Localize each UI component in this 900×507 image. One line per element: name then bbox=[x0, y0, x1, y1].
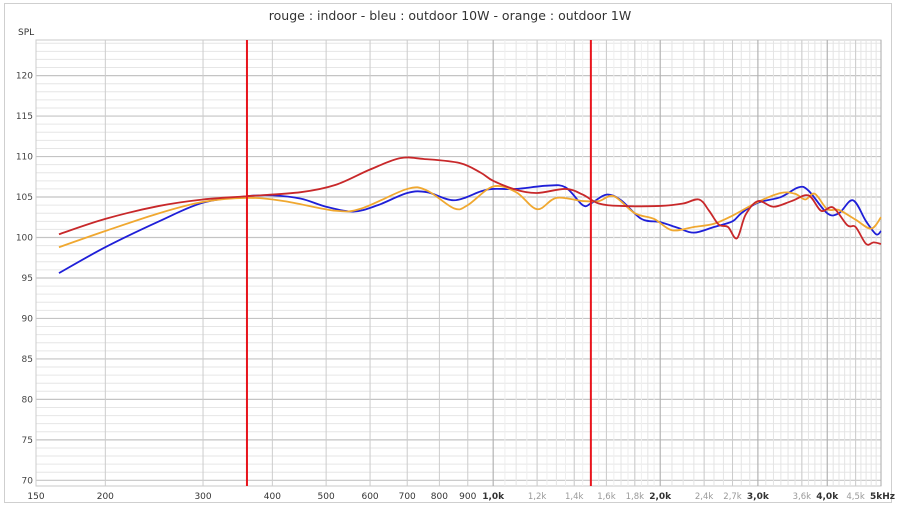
y-axis-label: SPL bbox=[18, 28, 35, 38]
x-tick-label: 800 bbox=[431, 492, 448, 502]
y-tick-label: 100 bbox=[16, 234, 33, 244]
x-tick-label: 2,7k bbox=[723, 492, 742, 502]
x-tick-label: 400 bbox=[264, 492, 281, 502]
x-tick-label: 200 bbox=[97, 492, 114, 502]
x-tick-label: 500 bbox=[318, 492, 335, 502]
x-tick-label: 2,4k bbox=[695, 492, 714, 502]
x-tick-label: 1,6k bbox=[597, 492, 616, 502]
y-tick-label: 90 bbox=[22, 314, 34, 324]
x-tick-label: 600 bbox=[361, 492, 378, 502]
y-tick-label: 95 bbox=[22, 274, 33, 284]
x-tick-label: 4,0k bbox=[816, 492, 839, 502]
x-tick-label: 300 bbox=[194, 492, 211, 502]
y-tick-label: 120 bbox=[16, 72, 33, 82]
x-tick-label: 4,5k bbox=[846, 492, 865, 502]
series-line-2 bbox=[58, 156, 882, 246]
x-tick-label: 5kHz bbox=[870, 492, 895, 502]
x-tick-label: 3,6k bbox=[793, 492, 812, 502]
y-tick-label: 105 bbox=[16, 193, 33, 203]
plot-area bbox=[35, 39, 882, 487]
x-tick-label: 2,0k bbox=[649, 492, 672, 502]
y-tick-label: 80 bbox=[22, 395, 34, 405]
y-tick-label: 115 bbox=[16, 112, 33, 122]
x-tick-label: 150 bbox=[27, 492, 44, 502]
x-tick-label: 700 bbox=[399, 492, 416, 502]
x-tick-label: 900 bbox=[459, 492, 476, 502]
x-tick-label: 1,2k bbox=[528, 492, 547, 502]
chart-title: rouge : indoor - bleu : outdoor 10W - or… bbox=[268, 8, 632, 23]
y-tick-label: 110 bbox=[16, 153, 33, 163]
chart-frame bbox=[4, 3, 892, 503]
x-tick-label: 1,0k bbox=[482, 492, 505, 502]
y-tick-label: 85 bbox=[22, 355, 33, 365]
y-tick-label: 70 bbox=[22, 476, 34, 486]
series-line-1 bbox=[58, 185, 882, 249]
x-tick-label: 1,4k bbox=[565, 492, 584, 502]
x-tick-label: 1,8k bbox=[626, 492, 645, 502]
y-tick-label: 75 bbox=[22, 436, 33, 446]
x-tick-label: 3,0k bbox=[747, 492, 770, 502]
